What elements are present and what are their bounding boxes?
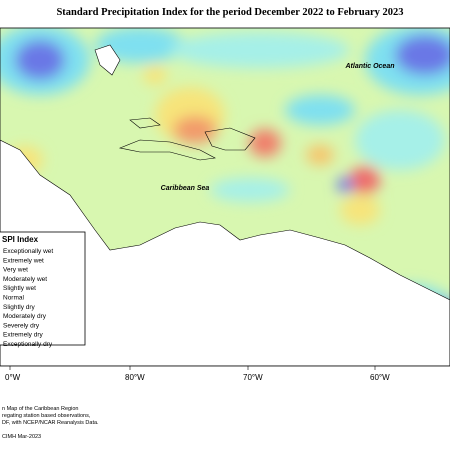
legend-item: Very wet <box>3 267 28 274</box>
legend-item: Slightly dry <box>3 304 36 311</box>
legend-item: Slightly wet <box>3 285 36 292</box>
title: Standard Precipitation Index for the per… <box>56 7 403 18</box>
legend-item: Moderately wet <box>3 276 47 283</box>
sea-label: Caribbean Sea <box>161 185 210 192</box>
longitude-label: 80°W <box>125 373 145 382</box>
legend: SPI Index Exceptionally wet Extremely wet… <box>0 231 86 348</box>
legend-item: Extremely dry <box>3 332 43 339</box>
footer-line: CIMH Mar-2023 <box>2 434 41 440</box>
legend-item: Normal <box>3 295 25 302</box>
longitude-label: 0°W <box>5 373 21 382</box>
ocean-label: Atlantic Ocean <box>344 63 394 70</box>
footer-line: DF, with NCEP/NCAR Reanalysis Data. <box>2 420 99 426</box>
footer-line: regating station based observations, <box>2 413 91 419</box>
footer-line: n Map of the Caribbean Region <box>2 406 78 412</box>
legend-item: Exceptionally wet <box>3 248 53 255</box>
longitude-label: 70°W <box>243 373 263 382</box>
legend-item: Exceptionally dry <box>3 341 53 348</box>
map-frame <box>0 27 450 367</box>
legend-title: SPI Index <box>2 235 39 244</box>
legend-item: Severely dry <box>3 322 40 329</box>
legend-item: Moderately dry <box>3 313 47 320</box>
longitude-label: 60°W <box>370 373 390 382</box>
legend-item: Extremely wet <box>3 257 44 264</box>
longitude-axis: 0°W 80°W 70°W 60°W <box>5 366 390 382</box>
